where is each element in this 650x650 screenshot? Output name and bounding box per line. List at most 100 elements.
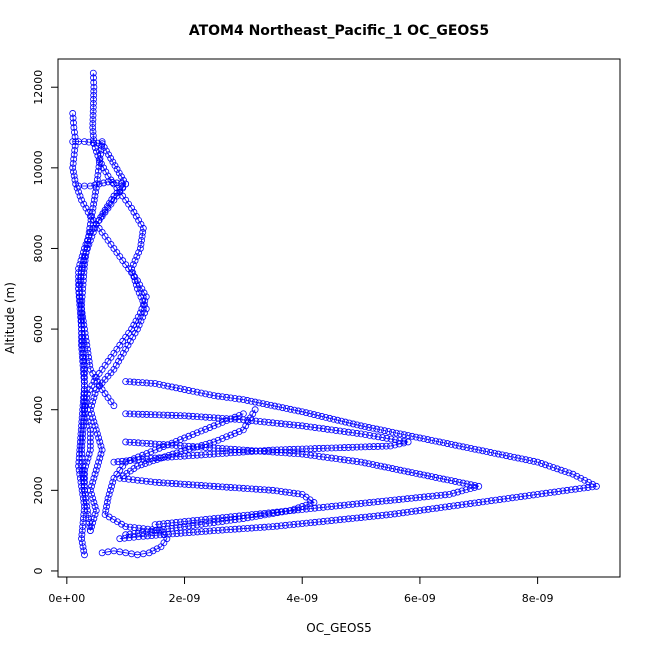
data-point	[311, 452, 319, 460]
data-point	[78, 265, 86, 273]
data-point	[294, 445, 302, 453]
data-point	[290, 445, 298, 453]
data-point	[353, 421, 361, 429]
data-point	[239, 426, 247, 434]
data-point	[168, 411, 176, 419]
data-point	[487, 497, 495, 505]
data-point	[155, 479, 163, 486]
data-point	[326, 414, 334, 422]
data-point	[336, 516, 344, 524]
data-point	[247, 414, 254, 422]
data-point	[557, 466, 565, 474]
data-point	[198, 442, 205, 449]
data-point	[396, 430, 404, 438]
x-tick-label: 4e-09	[286, 592, 318, 605]
data-point	[94, 167, 102, 175]
data-point	[370, 432, 378, 440]
data-point	[160, 479, 167, 487]
data-point	[197, 520, 205, 528]
data-point	[202, 516, 209, 523]
data-point	[197, 451, 205, 459]
data-point	[88, 523, 95, 531]
data-point	[91, 503, 99, 510]
data-point	[126, 378, 134, 386]
data-point	[420, 435, 428, 443]
data-point	[235, 395, 243, 403]
data-point	[75, 285, 82, 293]
data-point	[134, 462, 141, 470]
data-point	[483, 448, 491, 456]
data-point	[126, 530, 134, 538]
data-point	[500, 495, 508, 503]
data-point	[75, 454, 83, 462]
data-point	[197, 482, 205, 489]
data-point	[185, 432, 193, 440]
data-point	[218, 450, 226, 457]
data-point	[551, 488, 558, 496]
data-point	[202, 390, 209, 398]
data-point	[88, 382, 96, 389]
data-point	[102, 168, 110, 176]
data-point	[311, 424, 319, 431]
data-point	[369, 461, 377, 468]
data-point	[277, 522, 285, 530]
data-point	[314, 412, 322, 419]
data-point	[538, 490, 546, 498]
data-point	[98, 138, 106, 146]
y-tick-label: 0	[32, 567, 45, 574]
data-point	[169, 450, 177, 458]
data-point	[79, 277, 87, 285]
data-point	[231, 395, 239, 402]
data-point	[479, 498, 487, 506]
data-point	[113, 165, 121, 173]
data-point	[79, 490, 87, 498]
data-point	[136, 281, 144, 289]
data-point	[143, 528, 151, 536]
data-point	[122, 523, 130, 531]
data-point	[130, 465, 138, 472]
data-point	[357, 443, 365, 451]
data-point	[181, 434, 188, 442]
data-point	[78, 446, 85, 454]
data-point	[227, 484, 235, 491]
data-point	[336, 502, 344, 509]
data-point	[462, 500, 470, 508]
data-point	[110, 402, 118, 410]
data-point	[357, 500, 365, 507]
data-point	[113, 179, 121, 187]
data-point	[428, 436, 436, 444]
data-point	[576, 485, 584, 493]
data-point	[80, 273, 87, 281]
data-point	[408, 432, 416, 440]
data-point	[584, 484, 592, 491]
data-point	[78, 313, 85, 321]
data-point	[247, 397, 255, 405]
data-point	[89, 398, 97, 406]
data-point	[273, 487, 281, 495]
data-point	[307, 505, 315, 513]
data-point	[78, 325, 85, 333]
data-point	[353, 500, 361, 508]
data-point	[588, 483, 596, 491]
data-point	[79, 426, 87, 434]
data-point	[315, 424, 323, 432]
data-point	[218, 445, 226, 452]
data-point	[102, 507, 110, 514]
data-point	[287, 507, 294, 514]
data-point	[471, 499, 478, 507]
data-point	[155, 440, 163, 448]
data-point	[78, 196, 85, 204]
data-point	[78, 414, 86, 422]
data-point	[408, 469, 416, 476]
data-point	[151, 380, 159, 387]
data-point	[315, 518, 323, 526]
data-point	[483, 497, 491, 505]
data-point	[168, 519, 176, 527]
data-point	[445, 503, 453, 510]
data-point	[307, 519, 315, 527]
data-point	[193, 429, 201, 437]
data-point	[412, 507, 420, 515]
data-point	[78, 341, 85, 349]
data-point	[378, 511, 386, 519]
data-point	[155, 444, 163, 452]
